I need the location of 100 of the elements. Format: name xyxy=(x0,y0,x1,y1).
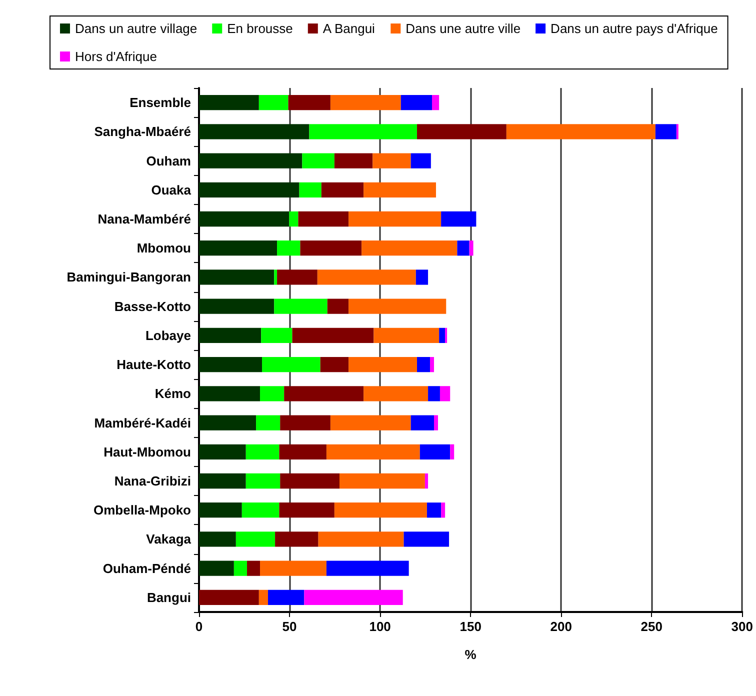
bar xyxy=(262,356,320,372)
y-tick-label: Kémo xyxy=(154,386,192,402)
bar xyxy=(199,182,300,198)
x-tick-label: 250 xyxy=(640,619,662,634)
bar xyxy=(441,502,446,518)
bar xyxy=(362,240,458,256)
bar xyxy=(424,473,428,489)
bar xyxy=(326,560,409,576)
bar xyxy=(327,298,349,314)
bar xyxy=(400,94,432,110)
bar xyxy=(348,298,446,314)
y-tick-label: Mambéré-Kadéi xyxy=(94,415,191,430)
legend-label: A Bangui xyxy=(322,21,376,36)
bar xyxy=(274,298,328,314)
bar xyxy=(280,473,340,489)
legend-label: Hors d'Afrique xyxy=(75,49,157,64)
bar xyxy=(260,560,326,576)
bar xyxy=(410,415,434,430)
bar xyxy=(420,444,450,460)
bar xyxy=(268,590,304,606)
bar xyxy=(439,328,446,344)
bar xyxy=(302,153,334,168)
bar xyxy=(317,270,416,285)
bar xyxy=(242,502,280,518)
bar xyxy=(428,386,440,402)
bar xyxy=(199,532,236,547)
bar xyxy=(430,356,434,372)
bar xyxy=(199,270,274,285)
bar xyxy=(457,240,470,256)
bar xyxy=(280,415,330,430)
bar xyxy=(326,444,420,460)
bar xyxy=(289,211,298,227)
x-axis-title: % xyxy=(464,647,477,662)
bar xyxy=(330,415,411,430)
bar xyxy=(441,211,476,227)
y-tick-label: Lobaye xyxy=(145,328,191,343)
y-tick-label: Mbomou xyxy=(136,240,192,256)
bar xyxy=(199,211,290,227)
bar xyxy=(304,590,403,606)
bar xyxy=(261,328,292,344)
bar xyxy=(199,328,262,344)
bar xyxy=(199,560,234,576)
bar xyxy=(256,415,280,430)
x-tick-label: 200 xyxy=(550,619,572,634)
bar xyxy=(432,94,440,110)
bar xyxy=(199,153,302,168)
bar xyxy=(364,386,428,402)
legend-label: Dans un autre village xyxy=(75,21,198,36)
y-tick-label: Ouham xyxy=(146,153,191,168)
bar xyxy=(199,444,246,460)
bar xyxy=(277,240,300,256)
bar xyxy=(199,124,310,140)
bar xyxy=(450,444,454,460)
y-tick-label: Vakaga xyxy=(146,532,192,547)
bar xyxy=(404,532,450,547)
bar xyxy=(309,124,417,140)
bar xyxy=(426,502,442,518)
bar xyxy=(469,240,474,256)
bar xyxy=(434,415,438,430)
y-tick-label: Bangui xyxy=(146,590,191,605)
legend-label: Dans un autre pays d'Afrique xyxy=(550,21,718,36)
x-tick-label: 0 xyxy=(195,619,203,634)
bar xyxy=(416,124,506,140)
bar xyxy=(199,590,259,606)
bar xyxy=(372,153,411,168)
bar xyxy=(292,328,374,344)
bar xyxy=(299,182,322,198)
legend-label: Dans une autre ville xyxy=(406,21,521,36)
bar xyxy=(348,356,417,372)
y-tick-label: Basse-Kotto xyxy=(114,298,192,314)
bar xyxy=(199,473,246,489)
y-tick-label: Sangha-Mbaéré xyxy=(94,124,191,140)
legend-label: En brousse xyxy=(227,21,293,36)
bar xyxy=(258,94,288,110)
y-tick-label: Ensemble xyxy=(130,95,191,110)
bar xyxy=(330,94,401,110)
bar xyxy=(416,356,430,372)
y-tick-label: Bamingui-Bangoran xyxy=(66,270,192,285)
bar xyxy=(199,415,256,430)
bar xyxy=(246,560,260,576)
bar xyxy=(374,328,440,344)
bar xyxy=(199,356,262,372)
bar xyxy=(339,473,425,489)
y-tick-label: Ouaka xyxy=(151,182,192,198)
bar xyxy=(288,94,330,110)
y-tick-label: Ouham-Péndé xyxy=(102,560,191,576)
bar xyxy=(334,153,373,168)
bar xyxy=(199,240,278,256)
x-tick-label: 150 xyxy=(460,619,482,634)
bar xyxy=(199,94,259,110)
y-tick-label: Haut-Mbomou xyxy=(104,444,192,460)
bar xyxy=(416,270,428,285)
bar xyxy=(246,473,280,489)
bar xyxy=(334,502,427,518)
y-tick-label: Nana-Gribizi xyxy=(114,474,191,488)
y-tick-label: Nana-Mambéré xyxy=(98,212,191,226)
bar xyxy=(260,386,284,402)
bar xyxy=(318,532,404,547)
bar xyxy=(320,356,349,372)
bar xyxy=(246,444,280,460)
